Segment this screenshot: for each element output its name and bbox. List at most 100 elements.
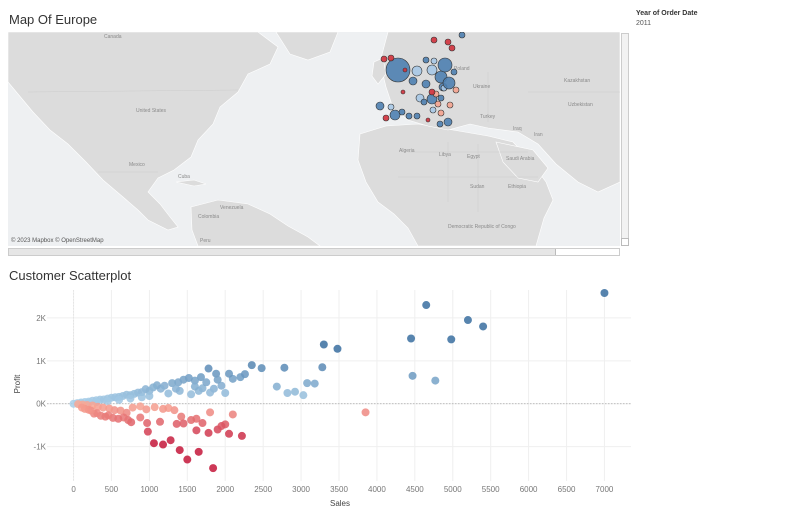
map-bubble[interactable] xyxy=(421,79,431,89)
map-bubble[interactable] xyxy=(428,88,436,96)
scatter-point[interactable] xyxy=(174,378,183,387)
map-canvas[interactable]: Canada United States Mexico Cuba Venezue… xyxy=(8,32,620,246)
scatter-point[interactable] xyxy=(115,395,124,404)
map-bubble[interactable] xyxy=(429,106,437,114)
map-vertical-scroll-thumb[interactable] xyxy=(621,238,629,246)
scatter-point[interactable] xyxy=(431,376,440,385)
scatter-point[interactable] xyxy=(202,378,211,387)
map-bubble[interactable] xyxy=(387,103,395,111)
map-bubble[interactable] xyxy=(426,64,438,76)
scatter-point[interactable] xyxy=(303,379,312,388)
scatter-point[interactable] xyxy=(225,429,234,438)
map-bubble[interactable] xyxy=(413,112,421,120)
map-bubble[interactable] xyxy=(389,109,401,121)
scatter-point[interactable] xyxy=(143,427,152,436)
scatter-point[interactable] xyxy=(206,408,215,417)
scatter-point[interactable] xyxy=(318,363,327,372)
scatter-point[interactable] xyxy=(213,375,222,384)
map-bubble[interactable] xyxy=(443,117,453,127)
scatter-point[interactable] xyxy=(206,388,215,397)
scatter-points[interactable] xyxy=(69,289,609,473)
sales-bubbles[interactable] xyxy=(375,32,466,128)
scatter-point[interactable] xyxy=(221,389,230,398)
map-bubble[interactable] xyxy=(442,76,456,90)
map-vertical-scrollbar[interactable] xyxy=(621,33,629,245)
scatter-point[interactable] xyxy=(142,405,151,414)
scatter-point[interactable] xyxy=(283,389,292,398)
map-bubble[interactable] xyxy=(380,55,388,63)
scatter-point[interactable] xyxy=(187,390,196,399)
map-horizontal-scroll-thumb[interactable] xyxy=(9,249,556,255)
scatter-point[interactable] xyxy=(164,389,173,398)
map-bubble[interactable] xyxy=(385,57,411,83)
scatter-point[interactable] xyxy=(447,335,456,344)
map-bubble[interactable] xyxy=(420,98,428,106)
map-bubble[interactable] xyxy=(444,38,452,46)
europe-map[interactable]: Canada United States Mexico Cuba Venezue… xyxy=(8,32,620,246)
scatter-point[interactable] xyxy=(310,379,319,388)
year-filter[interactable]: Year of Order Date 2011 xyxy=(636,9,697,29)
scatter-point[interactable] xyxy=(103,397,112,406)
scatter-point[interactable] xyxy=(175,446,184,455)
scatter-point[interactable] xyxy=(280,363,289,372)
map-bubble[interactable] xyxy=(436,120,444,128)
scatter-point[interactable] xyxy=(128,403,137,412)
map-bubble[interactable] xyxy=(448,44,456,52)
customer-scatterplot[interactable]: 0 500 1000 1500 2000 2500 3000 3500 4000 4500 5000… xyxy=(0,284,800,516)
map-bubble[interactable] xyxy=(398,108,406,116)
scatter-point[interactable] xyxy=(159,440,168,449)
scatter-point[interactable] xyxy=(150,403,159,412)
scatter-point[interactable] xyxy=(204,428,213,437)
scatter-point[interactable] xyxy=(126,394,135,403)
scatter-point[interactable] xyxy=(192,426,201,435)
map-bubble[interactable] xyxy=(437,57,453,73)
map-bubble[interactable] xyxy=(437,94,445,102)
scatter-point[interactable] xyxy=(361,408,370,417)
map-bubble[interactable] xyxy=(437,109,445,117)
scatter-point[interactable] xyxy=(217,422,226,431)
scatter-point[interactable] xyxy=(299,391,308,400)
map-bubble[interactable] xyxy=(422,56,430,64)
year-filter-value[interactable]: 2011 xyxy=(636,20,652,27)
scatter-point[interactable] xyxy=(149,439,158,448)
scatter-point[interactable] xyxy=(463,316,472,325)
scatter-point[interactable] xyxy=(196,373,205,382)
scatter-point[interactable] xyxy=(190,382,199,391)
scatter-point[interactable] xyxy=(319,340,328,349)
scatter-point[interactable] xyxy=(156,417,165,426)
map-bubble[interactable] xyxy=(375,101,385,111)
scatter-point[interactable] xyxy=(291,387,300,396)
scatter-point[interactable] xyxy=(209,464,218,473)
map-bubble[interactable] xyxy=(408,76,418,86)
scatter-point[interactable] xyxy=(190,376,199,385)
scatter-point[interactable] xyxy=(136,413,145,422)
scatter-point[interactable] xyxy=(168,379,177,388)
map-bubble[interactable] xyxy=(382,114,390,122)
map-bubble[interactable] xyxy=(450,68,458,76)
scatter-point[interactable] xyxy=(170,406,179,415)
scatter-point[interactable] xyxy=(600,289,609,298)
scatter-point[interactable] xyxy=(225,369,234,378)
scatter-point[interactable] xyxy=(137,393,146,402)
scatter-point[interactable] xyxy=(204,364,213,373)
scatter-point[interactable] xyxy=(422,301,431,310)
scatter-point[interactable] xyxy=(171,384,180,393)
scatter-point[interactable] xyxy=(212,369,221,378)
scatter-point[interactable] xyxy=(247,361,256,370)
map-bubble[interactable] xyxy=(430,36,438,44)
map-bubble[interactable] xyxy=(446,101,454,109)
scatter-point[interactable] xyxy=(183,455,192,464)
scatter-point[interactable] xyxy=(407,334,416,343)
scatter-point[interactable] xyxy=(143,419,152,428)
scatter-point[interactable] xyxy=(333,344,342,353)
scatter-point[interactable] xyxy=(136,402,145,411)
scatter-point[interactable] xyxy=(179,419,188,428)
scatter-point[interactable] xyxy=(77,403,86,412)
scatter-point[interactable] xyxy=(240,370,249,379)
scatter-point[interactable] xyxy=(217,381,226,390)
map-bubble[interactable] xyxy=(411,65,423,77)
scatter-point[interactable] xyxy=(166,436,175,445)
scatter-point[interactable] xyxy=(172,419,181,428)
scatter-point[interactable] xyxy=(177,412,186,421)
map-bubble[interactable] xyxy=(430,57,438,65)
